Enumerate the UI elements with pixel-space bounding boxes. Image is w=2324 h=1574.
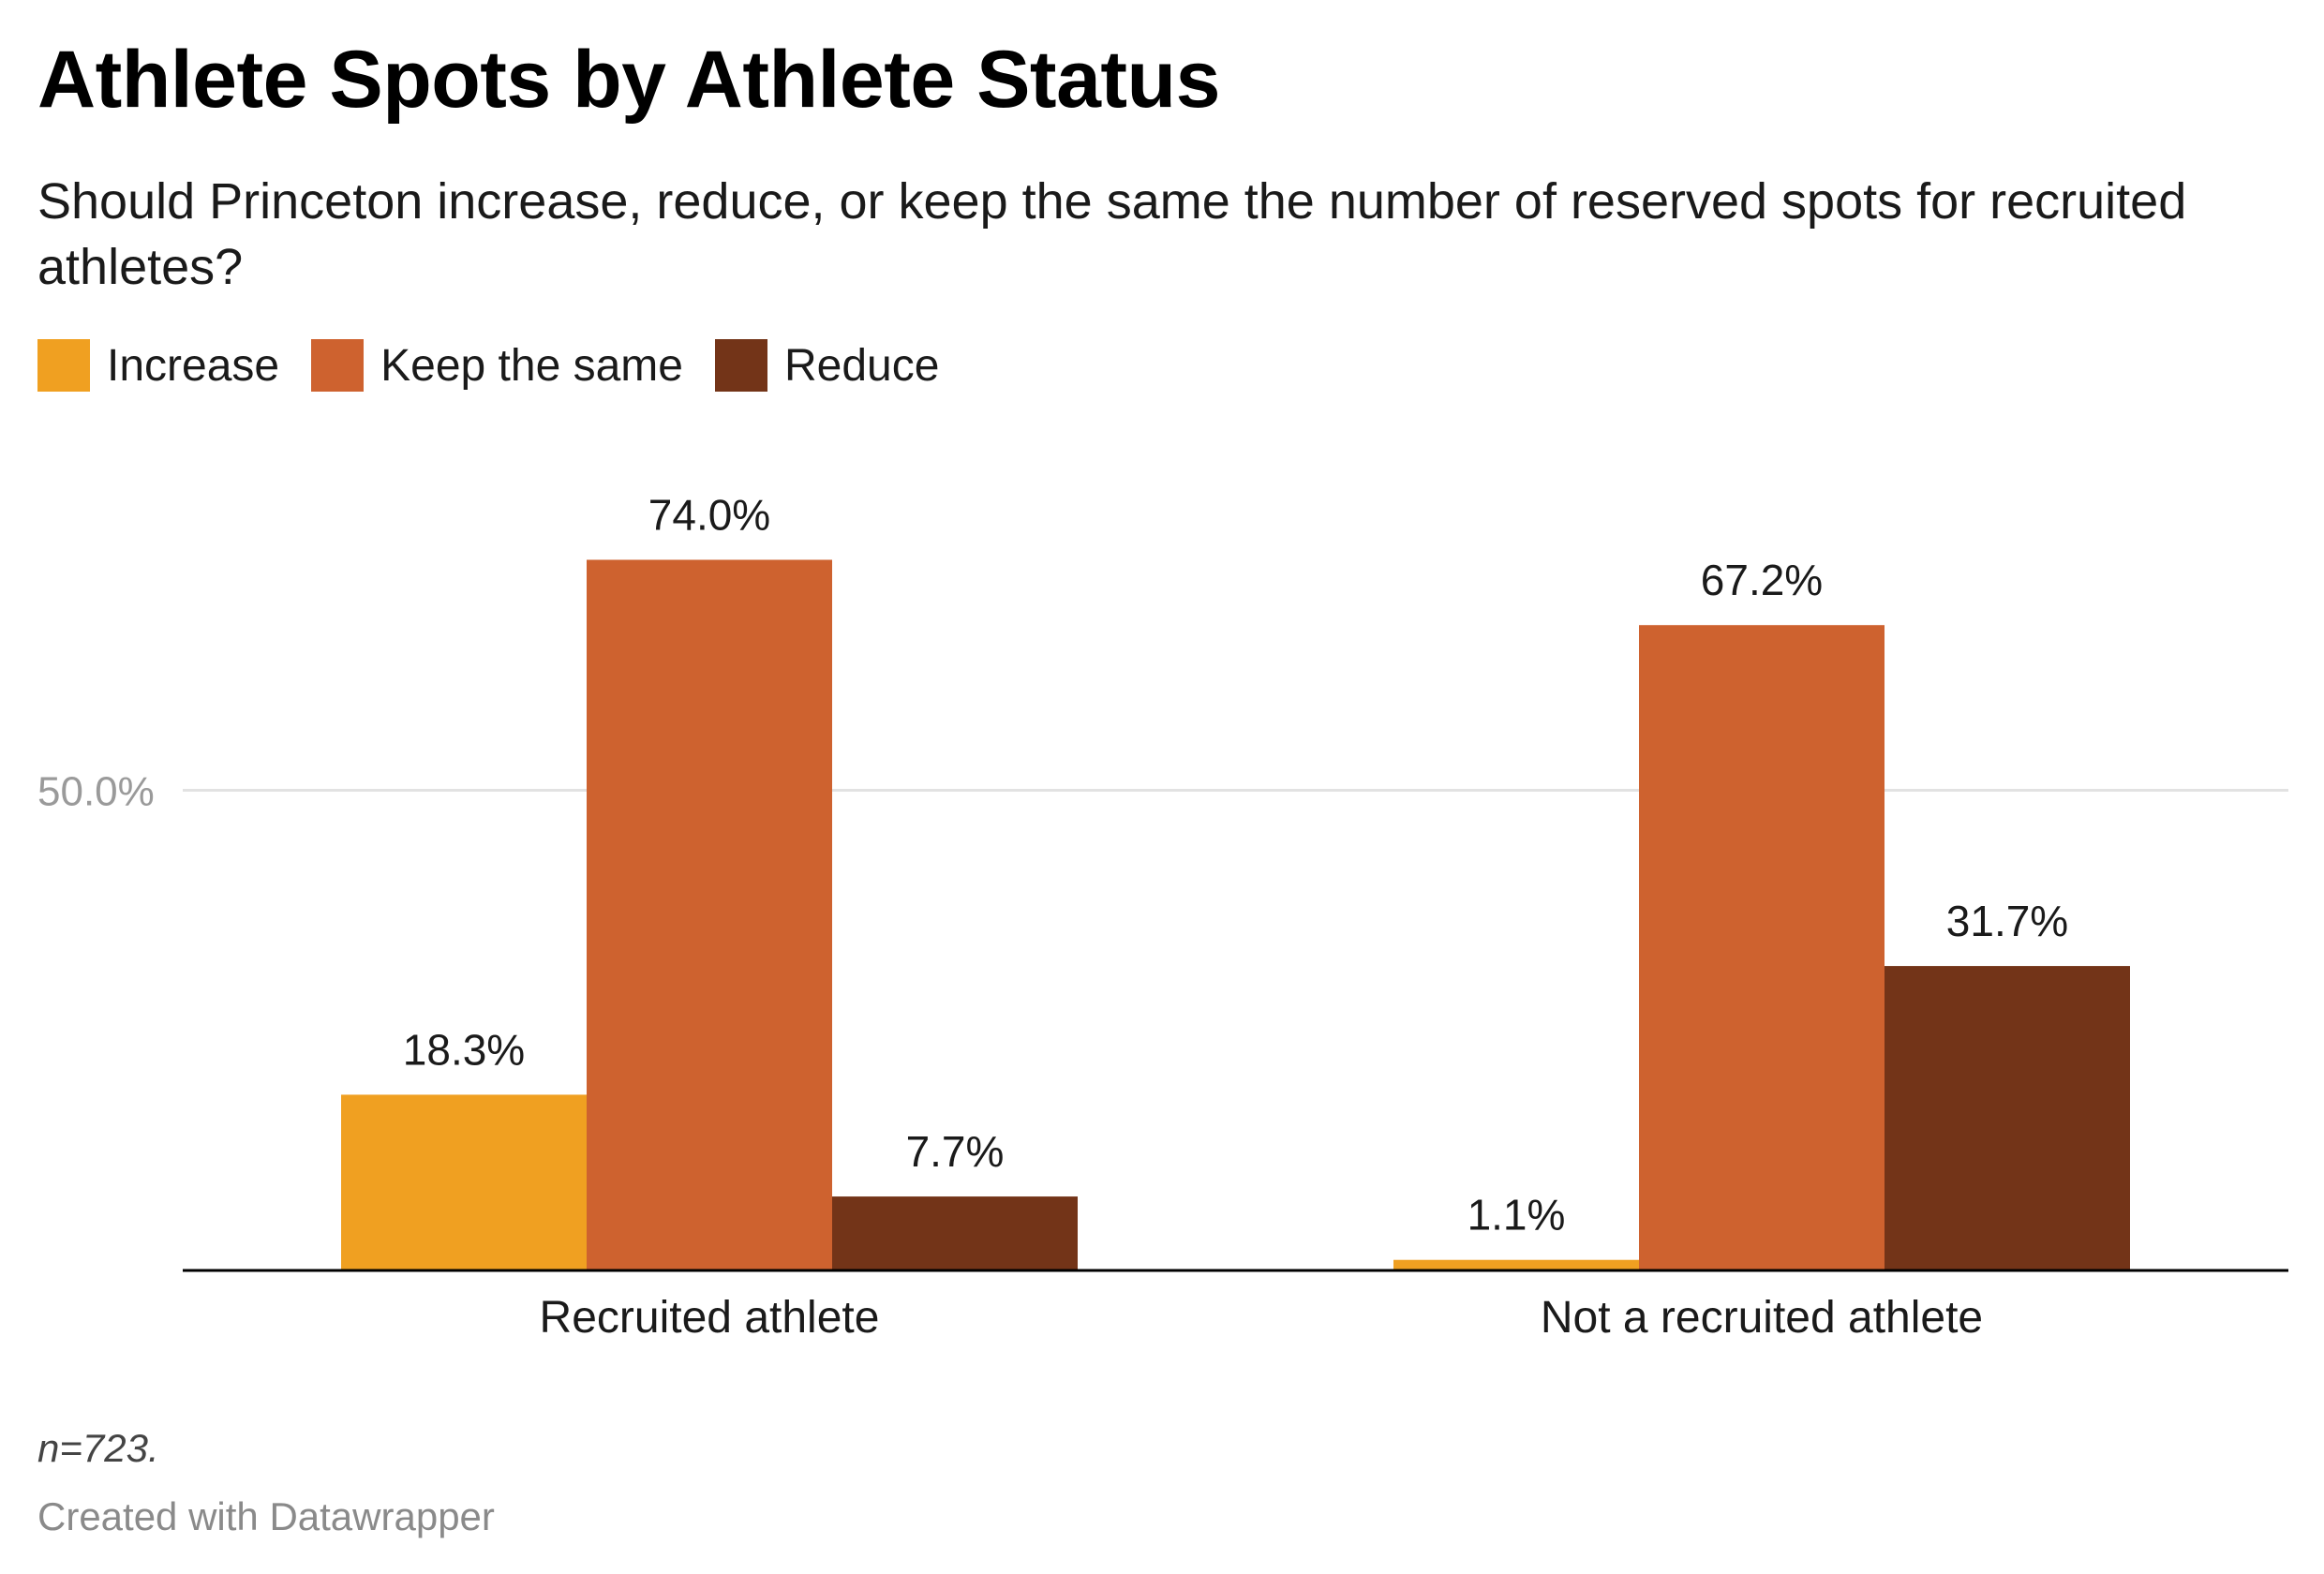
- y-tick-label-50-0: 50.0%: [37, 769, 155, 815]
- legend: Increase Keep the same Reduce: [37, 339, 971, 392]
- bar-recruited-athlete-increase: [341, 1094, 587, 1270]
- legend-label-increase: Increase: [107, 340, 280, 391]
- legend-swatch-keep-the-same: [311, 339, 365, 392]
- legend-item-keep-the-same: Keep the same: [311, 339, 683, 392]
- bar-not-a-recruited-athlete-keep-the-same: [1639, 625, 1885, 1270]
- legend-item-increase: Increase: [37, 339, 279, 392]
- value-label-recruited-athlete-reduce: 7.7%: [906, 1127, 1005, 1176]
- x-tick-label-not-a-recruited-athlete: Not a recruited athlete: [1541, 1293, 1983, 1343]
- bar-recruited-athlete-keep-the-same: [587, 559, 832, 1270]
- x-tick-label-recruited-athlete: Recruited athlete: [540, 1293, 880, 1343]
- value-label-not-a-recruited-athlete-increase: 1.1%: [1467, 1191, 1566, 1240]
- legend-swatch-increase: [37, 339, 90, 392]
- value-label-recruited-athlete-keep-the-same: 74.0%: [648, 491, 770, 540]
- bar-recruited-athlete-reduce: [832, 1196, 1078, 1270]
- chart-title: Athlete Spots by Athlete Status: [37, 35, 1220, 125]
- value-label-not-a-recruited-athlete-keep-the-same: 67.2%: [1701, 556, 1823, 604]
- legend-item-reduce: Reduce: [714, 339, 940, 392]
- legend-swatch-reduce: [714, 339, 767, 392]
- bar-not-a-recruited-athlete-reduce: [1885, 966, 2130, 1270]
- credit-text: Created with Datawrapper: [37, 1494, 495, 1538]
- bar-not-a-recruited-athlete-increase: [1393, 1259, 1639, 1270]
- value-label-recruited-athlete-increase: 18.3%: [403, 1025, 525, 1074]
- sample-size-note: n=723.: [37, 1426, 159, 1470]
- legend-label-reduce: Reduce: [783, 340, 940, 391]
- legend-label-keep-the-same: Keep the same: [380, 340, 683, 391]
- value-label-not-a-recruited-athlete-reduce: 31.7%: [1946, 897, 2068, 945]
- chart-subtitle: Should Princeton increase, reduce, or ke…: [37, 173, 2187, 295]
